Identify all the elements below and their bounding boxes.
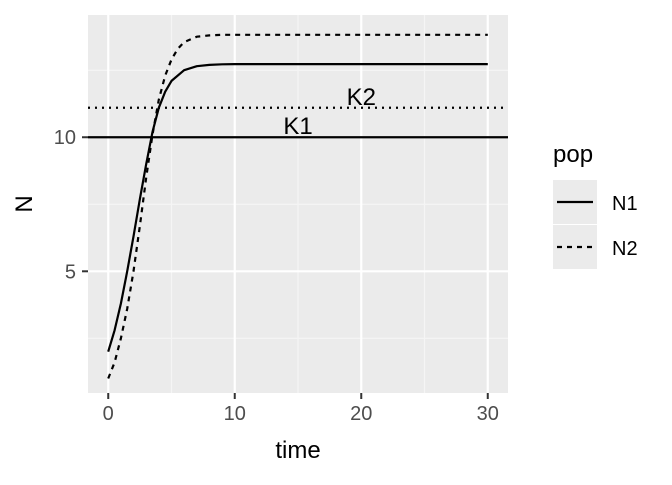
x-tick-label: 10 [224,403,246,425]
y-axis: 5 10 [54,127,88,283]
series-line-n1 [107,62,488,353]
reference-labels: K1 K2 [283,84,376,140]
legend-label-n2: N2 [612,238,638,260]
series-lines [107,33,488,379]
legend-entries: N1 N2 [553,180,638,269]
y-tick-label: 5 [65,261,76,283]
x-tick-label: 20 [350,403,372,425]
minor-gridlines [88,15,508,393]
x-axis-title: time [275,437,320,464]
reference-label-k2: K2 [347,84,376,111]
y-tick-label: 10 [54,127,76,149]
y-axis-title: N [11,195,38,212]
x-axis: 0 10 20 30 [103,393,499,425]
x-tick-label: 0 [103,403,114,425]
reference-label-k1: K1 [283,113,312,140]
legend-title: pop [553,141,593,168]
legend-label-n1: N1 [612,193,638,215]
legend: pop N1 N2 [553,141,638,269]
x-tick-label: 30 [477,403,499,425]
series-line-n2 [107,33,488,379]
